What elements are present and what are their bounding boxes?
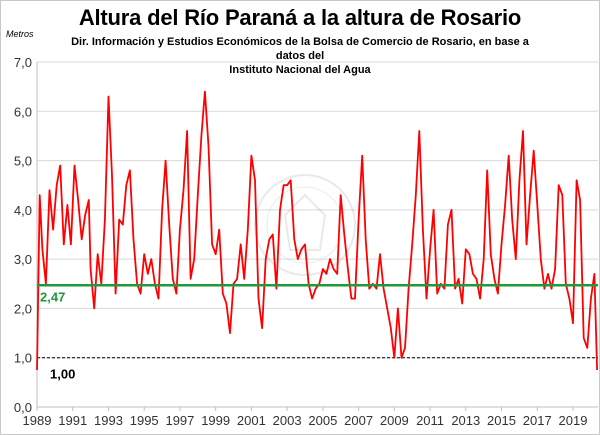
x-tick-label: 2019	[559, 413, 588, 428]
y-tick-label: 7,0	[14, 55, 32, 70]
x-tick-label: 1993	[94, 413, 123, 428]
x-tick-label: 2009	[380, 413, 409, 428]
x-tick-label: 1995	[130, 413, 159, 428]
x-tick-label: 2013	[451, 413, 480, 428]
x-tick-label: 2003	[273, 413, 302, 428]
x-tick-label: 1989	[23, 413, 52, 428]
annotations: 2,47 1,00	[40, 289, 75, 381]
y-tick-label: 2,0	[14, 301, 32, 316]
y-tick-label: 4,0	[14, 203, 32, 218]
x-tick-label: 2001	[237, 413, 266, 428]
x-tick-label: 2005	[308, 413, 337, 428]
y-tick-label: 5,0	[14, 154, 32, 169]
reference-label-minimum: 1,00	[50, 367, 75, 382]
y-tick-label: 3,0	[14, 252, 32, 267]
x-tick-label: 2015	[487, 413, 516, 428]
chart-subtitle-line-2: Instituto Nacional del Agua	[229, 64, 371, 76]
series-group	[36, 90, 598, 371]
y-axis-ticks: 0,0 1,0 2,0 3,0 4,0 5,0 6,0 7,0	[14, 55, 32, 415]
x-tick-label: 1997	[165, 413, 194, 428]
x-tick-label: 2011	[416, 413, 444, 428]
y-tick-label: 0,0	[14, 400, 32, 415]
y-tick-label: 6,0	[14, 104, 32, 119]
chart-subtitle: Dir. Información y Estudios Económicos d…	[60, 35, 540, 77]
series-line-0	[36, 90, 598, 371]
chart-subtitle-line-1: Dir. Información y Estudios Económicos d…	[71, 36, 529, 62]
y-tick-label: 1,0	[14, 351, 32, 366]
x-tick-label: 1991	[58, 413, 87, 428]
y-axis-unit-label: Metros	[6, 29, 34, 39]
chart-title: Altura del Río Paraná a la altura de Ros…	[78, 5, 522, 30]
x-axis-ticks: 1989 1991 1993 1995 1997 1999 2001 2003 2005 2007…	[23, 407, 588, 428]
x-tick-label: 2017	[523, 413, 552, 428]
reference-lines	[37, 284, 598, 359]
x-tick-label: 1999	[201, 413, 230, 428]
x-tick-label: 2007	[344, 413, 373, 428]
reference-label-average: 2,47	[40, 289, 65, 304]
